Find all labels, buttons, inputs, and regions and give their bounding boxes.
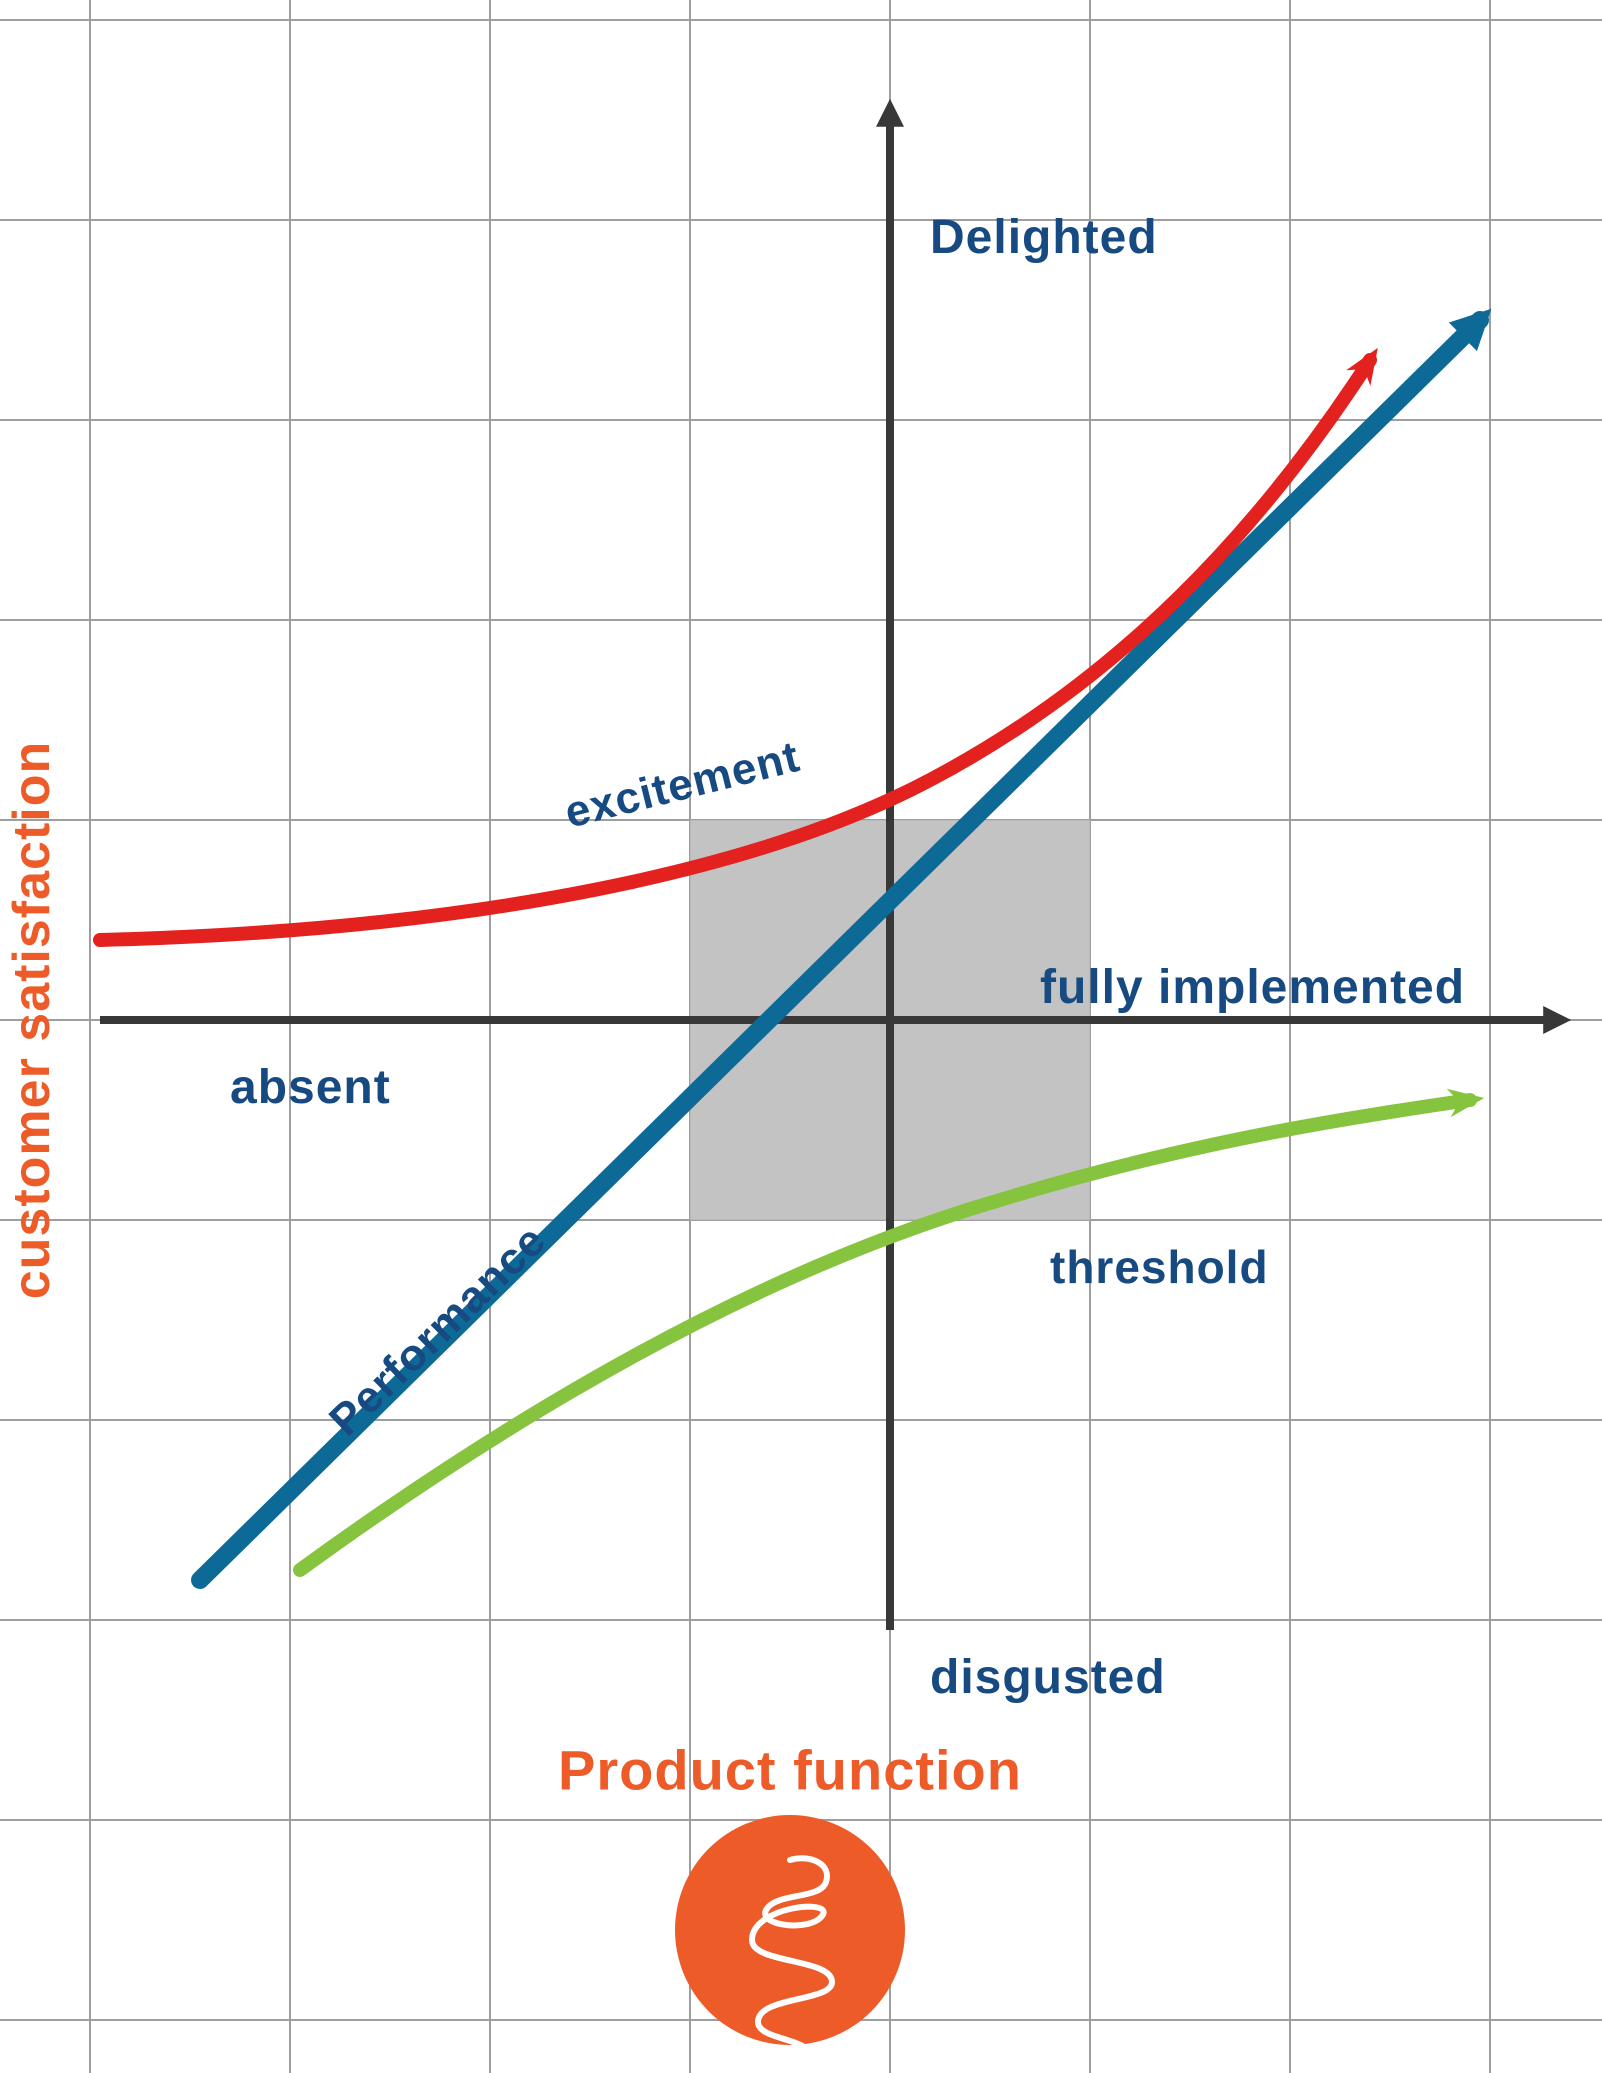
label-delighted: Delighted — [930, 210, 1158, 265]
kano-diagram: customer satisfaction Product function D… — [0, 0, 1602, 2073]
label-fully-implemented: fully implemented — [1040, 960, 1465, 1015]
label-absent: absent — [230, 1060, 391, 1115]
label-disgusted: disgusted — [930, 1650, 1166, 1705]
label-threshold: threshold — [1050, 1240, 1269, 1294]
x-axis-title: Product function — [558, 1738, 1022, 1803]
y-axis-title: customer satisfaction — [2, 741, 62, 1300]
logo-icon — [675, 1815, 905, 2073]
